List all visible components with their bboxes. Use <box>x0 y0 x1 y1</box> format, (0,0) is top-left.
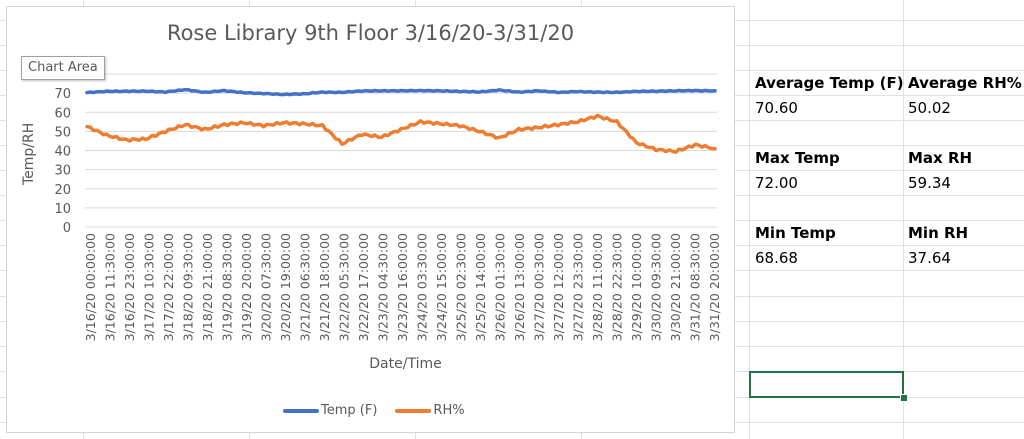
min-temp-label[interactable]: Min Temp <box>755 224 836 242</box>
x-tick-label: 3/20/20 07:30:00 <box>259 233 274 341</box>
x-tick-label: 3/19/20 08:30:00 <box>220 233 235 341</box>
chart-area-tooltip: Chart Area <box>21 56 105 80</box>
x-tick-label: 3/26/20 13:00:00 <box>512 233 527 341</box>
x-tick-label: 3/17/20 10:30:00 <box>142 233 157 341</box>
rh-line-swatch-icon <box>395 408 432 413</box>
x-tick-label: 3/25/20 02:30:00 <box>454 233 469 341</box>
x-tick-label: 3/24/20 03:30:00 <box>415 233 430 341</box>
x-tick-label: 3/28/20 11:00:00 <box>590 233 605 341</box>
max-temp-label[interactable]: Max Temp <box>755 149 840 167</box>
temp-line-swatch-icon <box>283 408 319 413</box>
x-tick-label: 3/17/20 22:00:00 <box>161 233 176 341</box>
x-tick-label: 3/30/20 09:30:00 <box>649 233 664 341</box>
x-tick-label: 3/30/20 21:00:00 <box>668 233 683 341</box>
x-tick-label: 3/20/20 19:00:00 <box>278 233 293 341</box>
legend-label-temp: Temp (F) <box>321 403 378 418</box>
selected-cell[interactable] <box>749 371 904 398</box>
chart-title[interactable]: Rose Library 9th Floor 3/16/20-3/31/20 <box>166 21 575 45</box>
chart-area[interactable]: Rose Library 9th Floor 3/16/20-3/31/20 C… <box>6 6 735 433</box>
y-tick-label: 20 <box>54 183 71 198</box>
y-tick-label: 0 <box>63 221 71 236</box>
x-tick-label: 3/26/20 01:30:00 <box>493 233 508 341</box>
avg-temp-value[interactable]: 70.60 <box>755 99 798 117</box>
x-tick-label: 3/28/20 22:30:00 <box>610 233 625 341</box>
plot-area[interactable]: 010203040506070803/16/20 00:00:003/16/20… <box>7 7 736 434</box>
y-tick-label: 30 <box>54 164 71 179</box>
fill-handle[interactable] <box>900 394 908 402</box>
x-tick-label: 3/23/20 04:30:00 <box>376 233 391 341</box>
x-tick-label: 3/21/20 06:30:00 <box>298 233 313 341</box>
y-tick-label: 60 <box>54 106 71 121</box>
x-axis-title[interactable]: Date/Time <box>369 356 442 372</box>
legend[interactable]: Temp (F) RH% <box>283 403 483 418</box>
x-tick-label: 3/18/20 09:30:00 <box>181 233 196 341</box>
max-rh-value[interactable]: 59.34 <box>908 174 951 192</box>
y-tick-label: 40 <box>54 145 71 160</box>
legend-label-rh: RH% <box>433 403 465 418</box>
x-tick-label: 3/22/20 17:00:00 <box>356 233 371 341</box>
x-tick-label: 3/18/20 21:00:00 <box>200 233 215 341</box>
x-tick-label: 3/24/20 15:00:00 <box>434 233 449 341</box>
avg-rh-label[interactable]: Average RH% <box>908 74 1022 92</box>
x-tick-label: 3/29/20 10:00:00 <box>629 233 644 341</box>
min-rh-label[interactable]: Min RH <box>908 224 969 242</box>
legend-item-temp[interactable]: Temp (F) <box>283 403 377 418</box>
x-tick-label: 3/31/20 20:00:00 <box>707 233 722 341</box>
x-tick-label: 3/23/20 16:00:00 <box>395 233 410 341</box>
x-tick-label: 3/27/20 23:30:00 <box>571 233 586 341</box>
max-rh-label[interactable]: Max RH <box>908 149 973 167</box>
legend-item-rh[interactable]: RH% <box>395 403 465 418</box>
rh-series-line[interactable] <box>85 113 717 154</box>
avg-temp-label[interactable]: Average Temp (F) <box>755 74 904 92</box>
x-tick-label: 3/27/20 00:30:00 <box>532 233 547 341</box>
x-tick-label: 3/25/20 14:00:00 <box>473 233 488 341</box>
min-rh-value[interactable]: 37.64 <box>908 249 951 267</box>
y-tick-label: 70 <box>54 87 71 102</box>
y-tick-label: 10 <box>54 202 71 217</box>
x-tick-label: 3/21/20 18:00:00 <box>317 233 332 341</box>
max-temp-value[interactable]: 72.00 <box>755 174 798 192</box>
x-tick-label: 3/19/20 20:00:00 <box>239 233 254 341</box>
avg-rh-value[interactable]: 50.02 <box>908 99 951 117</box>
x-tick-label: 3/16/20 00:00:00 <box>83 233 98 341</box>
x-tick-label: 3/22/20 05:30:00 <box>337 233 352 341</box>
x-tick-label: 3/31/20 08:30:00 <box>688 233 703 341</box>
temp-series-line[interactable] <box>85 87 717 97</box>
x-tick-label: 3/16/20 11:30:00 <box>103 233 118 341</box>
x-tick-label: 3/16/20 23:00:00 <box>122 233 137 341</box>
x-tick-label: 3/27/20 12:00:00 <box>551 233 566 341</box>
min-temp-value[interactable]: 68.68 <box>755 249 798 267</box>
y-tick-label: 50 <box>54 125 71 140</box>
y-axis-title[interactable]: Temp/RH <box>21 122 37 185</box>
